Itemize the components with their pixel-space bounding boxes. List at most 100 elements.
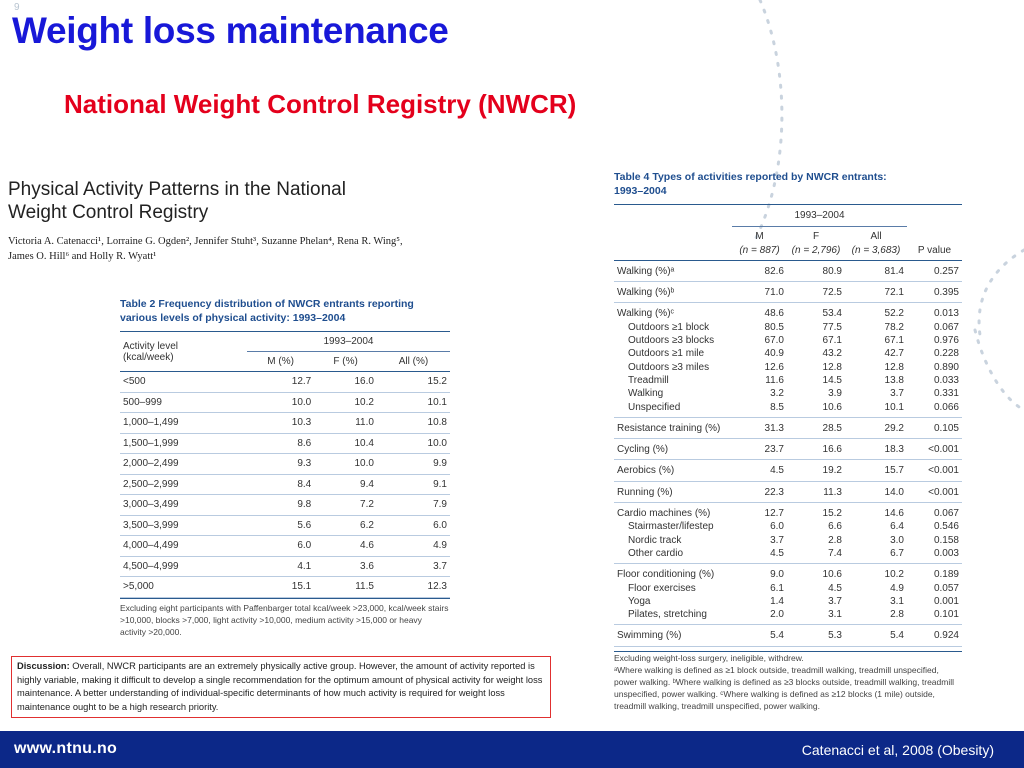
table-row: Stairmaster/lifestep 6.0 6.6 6.4 0.546	[614, 520, 962, 533]
all-percent-cell: 4.9	[433, 540, 447, 552]
male-percent-cell: 3.7	[770, 534, 784, 546]
male-percent-cell: 1.4	[770, 595, 784, 607]
all-percent-cell: 3.0	[890, 534, 904, 546]
all-percent-cell: 72.1	[845, 281, 907, 304]
p-value-cell: 0.003	[907, 546, 962, 565]
p-value-cell: 0.924	[907, 624, 962, 647]
table-row: Other cardio 4.5 7.4 6.7 0.003	[614, 546, 962, 565]
table-2-caption-line: Table 2 Frequency distribution of NWCR e…	[120, 298, 414, 310]
female-percent-cell: 3.6	[360, 560, 374, 572]
male-percent-cell: 8.6	[297, 437, 312, 449]
all-percent-cell: 42.7	[884, 348, 904, 360]
table-4-header-period: 1993–2004	[732, 204, 907, 228]
all-percent-cell: 10.2	[884, 569, 904, 581]
table-row: 4,500–4,999 4.1 3.6 3.7	[120, 556, 450, 577]
activity-type-cell: Walking	[628, 388, 664, 400]
activity-type-cell: Outdoors ≥3 miles	[628, 361, 710, 373]
activity-type-cell: Nordic track	[628, 534, 682, 546]
slide-subtitle: National Weight Control Registry (NWCR)	[64, 89, 577, 119]
male-percent-cell: 82.6	[732, 260, 787, 283]
table-4-header-m: M (n = 887)	[732, 227, 787, 261]
table-4-grid: 1993–2004 M (n = 887) F (n = 2,796) All …	[614, 204, 962, 647]
activity-level-cell: 500–999	[123, 396, 162, 408]
all-percent-cell: 12.8	[884, 361, 904, 373]
activity-type-cell: Walking (%)ᵃ	[614, 260, 732, 283]
activity-type-cell: Cardio machines (%)	[617, 508, 711, 520]
table-2-header-activity: Activity level (kcal/week)	[120, 331, 247, 372]
table-2-caption: Table 2 Frequency distribution of NWCR e…	[120, 297, 450, 325]
table-2-caption-line: various levels of physical activity: 199…	[120, 312, 346, 324]
table-row: 500–999 10.0 10.2 10.1	[120, 392, 450, 413]
table-4-note: Excluding weight-loss surgery, ineligibl…	[614, 652, 804, 663]
female-percent-cell: 7.4	[787, 546, 845, 565]
all-percent-cell: 4.9	[890, 582, 904, 594]
table-row: Outdoors ≥1 block 80.5 77.5 78.2 0.067	[614, 321, 962, 334]
female-percent-cell: 77.5	[822, 321, 842, 333]
activity-level-cell: 3,500–3,999	[123, 519, 179, 531]
paper-title-line: Physical Activity Patterns in the Nation…	[8, 179, 346, 200]
table-row: Walking (%)ᶜ 48.6 53.4 52.2 0.013	[614, 303, 962, 321]
male-percent-cell: 80.5	[764, 321, 784, 333]
table-4-body: Walking (%)ᵃ 82.6 80.9 81.4 0.257 Walking (%)…	[614, 260, 962, 647]
header-text: (n = 887)	[739, 244, 780, 256]
table-4-caption: Table 4 Types of activities reported by …	[614, 170, 962, 198]
paper-authors: Victoria A. Catenacci¹, Lorraine G. Ogde…	[8, 234, 458, 264]
table-row: Floor conditioning (%) 9.0 10.6 10.2 0.189	[614, 564, 962, 582]
header-text: (n = 2,796)	[791, 244, 841, 256]
p-value-cell: 0.189	[933, 569, 959, 581]
all-percent-cell: 52.2	[884, 308, 904, 320]
all-percent-cell: 10.0	[427, 437, 447, 449]
p-value-cell: 0.067	[933, 321, 959, 333]
table-2: Table 2 Frequency distribution of NWCR e…	[120, 297, 450, 638]
activity-type-cell: Unspecified	[614, 400, 732, 418]
female-percent-cell: 11.5	[355, 581, 374, 593]
male-percent-cell: 4.1	[297, 560, 312, 572]
male-percent-cell: 48.6	[764, 308, 784, 320]
all-percent-cell: 15.2	[427, 376, 447, 388]
table-row: >5,000 15.1 11.5 12.3	[120, 577, 450, 597]
female-percent-cell: 11.0	[355, 417, 374, 429]
female-percent-cell: 4.6	[360, 540, 374, 552]
table-4-header-blank	[614, 227, 732, 261]
activity-level-cell: 2,000–2,499	[123, 458, 179, 470]
male-percent-cell: 22.3	[732, 481, 787, 504]
female-percent-cell: 16.0	[354, 376, 374, 388]
table-4-header-blank	[907, 205, 962, 227]
p-value-cell: 0.066	[907, 400, 962, 418]
p-value-cell: 0.228	[933, 348, 959, 360]
all-percent-cell: 29.2	[845, 417, 907, 440]
activity-type-cell: Resistance training (%)	[614, 417, 732, 440]
all-percent-cell: 3.7	[890, 388, 904, 400]
header-text: (n = 3,683)	[851, 244, 901, 256]
male-percent-cell: 11.6	[765, 374, 784, 386]
activity-type-cell: Outdoors ≥3 blocks	[628, 335, 715, 347]
male-percent-cell: 4.5	[732, 459, 787, 482]
activity-type-cell: Pilates, stretching	[614, 608, 732, 626]
all-percent-cell: 9.1	[433, 478, 447, 490]
activity-type-cell: Walking (%)ᶜ	[617, 308, 675, 320]
p-value-cell: 0.033	[933, 374, 959, 386]
p-value-cell: 0.158	[933, 534, 959, 546]
table-row: Treadmill 11.6 14.5 13.8 0.033	[614, 374, 962, 387]
activity-type-cell: Outdoors ≥1 mile	[628, 348, 705, 360]
paper-authors-line: James O. Hill⁶ and Holly R. Wyatt¹	[8, 251, 157, 262]
female-percent-cell: 53.4	[822, 308, 842, 320]
table-row: Yoga 1.4 3.7 3.1 0.001	[614, 595, 962, 608]
table-row: Floor exercises 6.1 4.5 4.9 0.057	[614, 582, 962, 595]
male-percent-cell: 9.0	[770, 569, 784, 581]
activity-type-cell: Treadmill	[628, 374, 669, 386]
female-percent-cell: 6.6	[828, 521, 842, 533]
table-row: Unspecified 8.5 10.6 10.1 0.066	[614, 400, 962, 418]
all-percent-cell: 5.4	[845, 624, 907, 647]
p-value-cell: 0.057	[933, 582, 959, 594]
paper-authors-line: Victoria A. Catenacci¹, Lorraine G. Ogde…	[8, 236, 403, 247]
p-value-cell: 0.105	[907, 417, 962, 440]
female-percent-cell: 3.9	[828, 388, 842, 400]
male-percent-cell: 8.5	[732, 400, 787, 418]
all-percent-cell: 14.6	[884, 508, 904, 520]
table-row: 4,000–4,499 6.0 4.6 4.9	[120, 536, 450, 556]
table-4-header-blank	[614, 205, 732, 227]
activity-type-cell: Stairmaster/lifestep	[628, 521, 714, 533]
table-row: Aerobics (%) 4.5 19.2 15.7 <0.001	[614, 459, 962, 482]
female-percent-cell: 72.5	[787, 281, 845, 304]
